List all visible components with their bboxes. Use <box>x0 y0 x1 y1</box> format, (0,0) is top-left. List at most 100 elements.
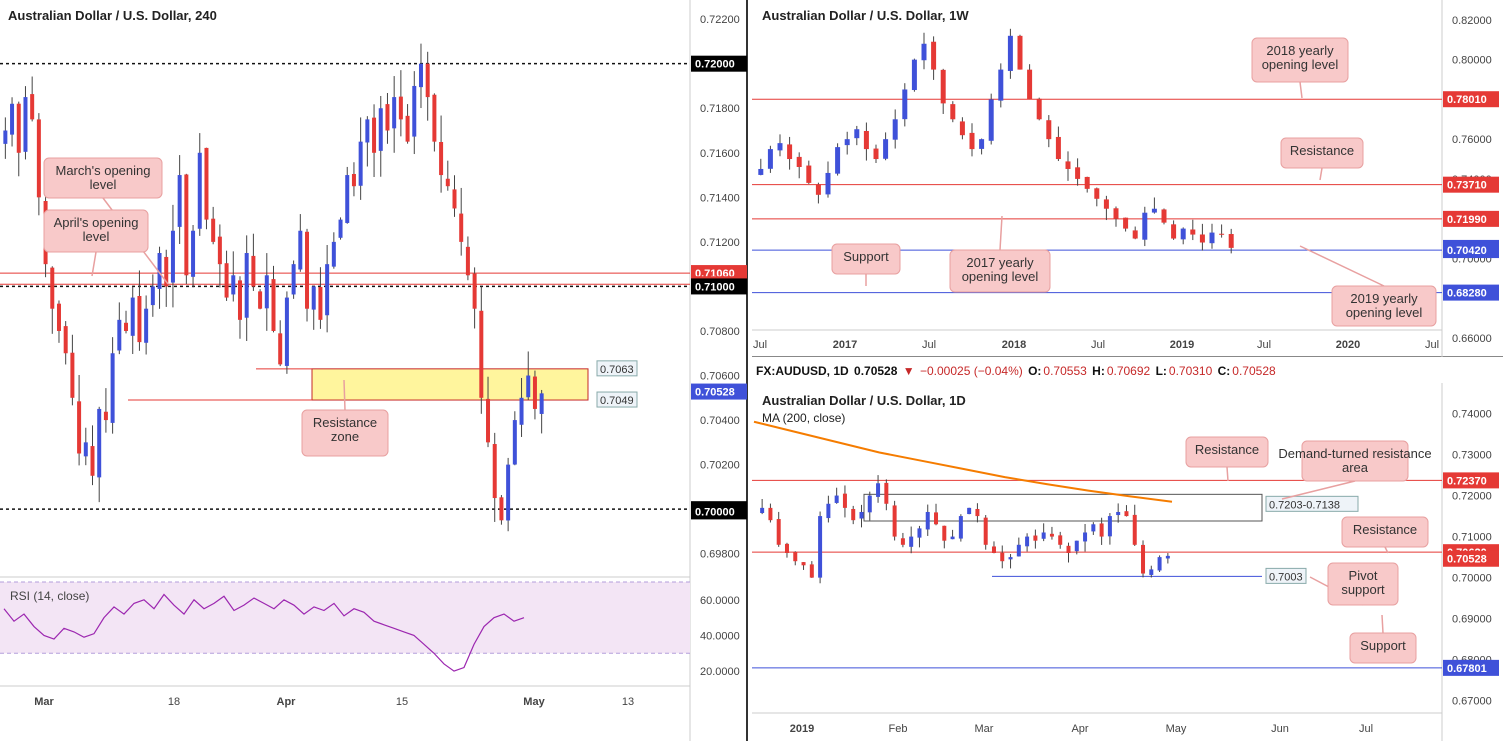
price-badge: 0.71000 <box>695 281 735 293</box>
march-open-callout-text: March's opening <box>56 163 151 178</box>
candle-body <box>917 528 922 538</box>
candle-body <box>217 236 222 265</box>
candle-body <box>284 297 289 366</box>
time-axis-label: Jul <box>1359 723 1373 735</box>
candle-body <box>1083 532 1088 542</box>
candle-body <box>1055 136 1061 160</box>
candle-body <box>892 505 897 537</box>
price-axis-label: 0.71600 <box>700 148 740 160</box>
candle-body <box>157 253 162 289</box>
daily-resistance-callout-box <box>1341 516 1429 548</box>
april-open-callout-box <box>43 209 149 253</box>
weekly-support-callout-box <box>831 243 901 275</box>
price-axis-label: 0.70800 <box>700 326 740 338</box>
weekly-chart-svg[interactable]: 0.820000.800000.760000.740000.700000.660… <box>752 0 1503 357</box>
candle-body <box>351 173 356 187</box>
candle-body <box>184 174 189 276</box>
time-axis-label: 2019 <box>790 723 814 735</box>
daily-support-callout-box <box>1349 632 1417 664</box>
candle-body <box>271 279 276 331</box>
candle-body <box>137 295 142 343</box>
box-label: 0.7203-0.7138 <box>1269 499 1340 511</box>
candle-body <box>934 512 939 525</box>
candle-body <box>925 511 930 530</box>
candle-body <box>950 104 956 120</box>
price-axis-label: 0.71800 <box>700 103 740 115</box>
weekly-chart-title: Australian Dollar / U.S. Dollar, 1W <box>762 8 969 23</box>
weekly-chart-panel[interactable]: Australian Dollar / U.S. Dollar, 1W 0.82… <box>752 0 1503 357</box>
candle-body <box>1074 540 1079 552</box>
candle-body <box>110 353 115 423</box>
candle-body <box>23 97 28 152</box>
candle-body <box>36 119 41 198</box>
candle-body <box>892 119 898 140</box>
price-badge: 0.72370 <box>1447 475 1487 487</box>
candle-body <box>459 213 464 242</box>
candle-body <box>851 508 856 521</box>
price-badge: 0.78010 <box>1447 94 1487 106</box>
candle-body <box>30 94 35 120</box>
candle-body <box>144 308 149 343</box>
candle-body <box>231 275 236 295</box>
candle-body <box>859 511 864 519</box>
candle-body <box>392 97 397 129</box>
candle-body <box>63 326 68 354</box>
price-axis-label: 0.70400 <box>700 415 740 427</box>
rsi-axis-label: 20.0000 <box>700 666 740 678</box>
demand-turned-callout-text: area <box>1342 460 1369 475</box>
candle-body <box>479 310 484 398</box>
candle-body <box>291 264 296 295</box>
candle-body <box>164 256 169 287</box>
candle-body <box>1132 514 1137 545</box>
candle-body <box>1091 524 1096 532</box>
price-axis-label: 0.76000 <box>1452 134 1492 146</box>
candle-body <box>998 69 1004 101</box>
rsi-axis-label: 60.0000 <box>700 595 740 607</box>
candle-body <box>1033 535 1038 541</box>
candle-body <box>809 564 814 578</box>
yearly-2018-callout-pointer <box>1299 81 1303 99</box>
h4-chart-panel[interactable]: Australian Dollar / U.S. Dollar, 240 0.7… <box>0 0 748 741</box>
price-badge-bg <box>1443 550 1499 567</box>
yearly-2019-callout-pointer <box>1299 245 1385 287</box>
time-axis-label: May <box>1166 723 1187 735</box>
candle-body <box>884 482 889 504</box>
price-badge-bg <box>1443 210 1499 227</box>
candle-body <box>1049 533 1054 537</box>
candle-body <box>1107 516 1112 537</box>
price-axis-label: 0.67000 <box>1452 696 1492 708</box>
yearly-2017-callout-box <box>949 249 1051 293</box>
ma-legend: MA (200, close) <box>762 411 846 425</box>
candle-body <box>883 139 889 159</box>
time-axis-label: Jul <box>1425 339 1439 351</box>
candle-body <box>170 230 175 283</box>
price-badge: 0.71990 <box>1447 214 1487 226</box>
price-badge-bg <box>1443 176 1499 193</box>
candle-body <box>911 59 917 91</box>
candle-body <box>900 538 905 545</box>
price-badge-bg <box>1443 284 1499 301</box>
yearly-2018-callout-box <box>1251 37 1349 83</box>
time-axis-label: 18 <box>168 696 180 708</box>
daily-chart-panel[interactable]: Australian Dollar / U.S. Dollar, 1D MA (… <box>752 383 1503 741</box>
time-axis-label: 2019 <box>1170 339 1194 351</box>
time-axis-label: 2020 <box>1336 339 1360 351</box>
price-badge: 0.67801 <box>1447 663 1487 675</box>
price-badge: 0.70528 <box>695 387 735 399</box>
candle-body <box>793 551 798 562</box>
candle-body <box>70 352 75 398</box>
daily-chart-svg[interactable]: 0.7203-0.7138 0.7003 0.74000 0.73000 0.72000… <box>752 383 1503 741</box>
candle-body <box>3 130 8 144</box>
candle-body <box>975 508 980 517</box>
candle-body <box>1025 536 1030 547</box>
candle-body <box>16 103 21 153</box>
yearly-2018-callout-text: opening level <box>1262 57 1339 72</box>
h4-chart-svg[interactable]: 0.7063 0.7049 0.72200 0.71800 0.71600 0.71400… <box>0 0 748 741</box>
candle-body <box>959 121 965 136</box>
ma200-line <box>753 420 1173 503</box>
yearly-2018-callout-text: 2018 yearly <box>1266 43 1334 58</box>
quote-close: 0.70528 <box>1232 364 1276 378</box>
candle-body <box>325 264 330 316</box>
candle-body <box>979 139 985 149</box>
price-badge-bg <box>691 383 747 400</box>
